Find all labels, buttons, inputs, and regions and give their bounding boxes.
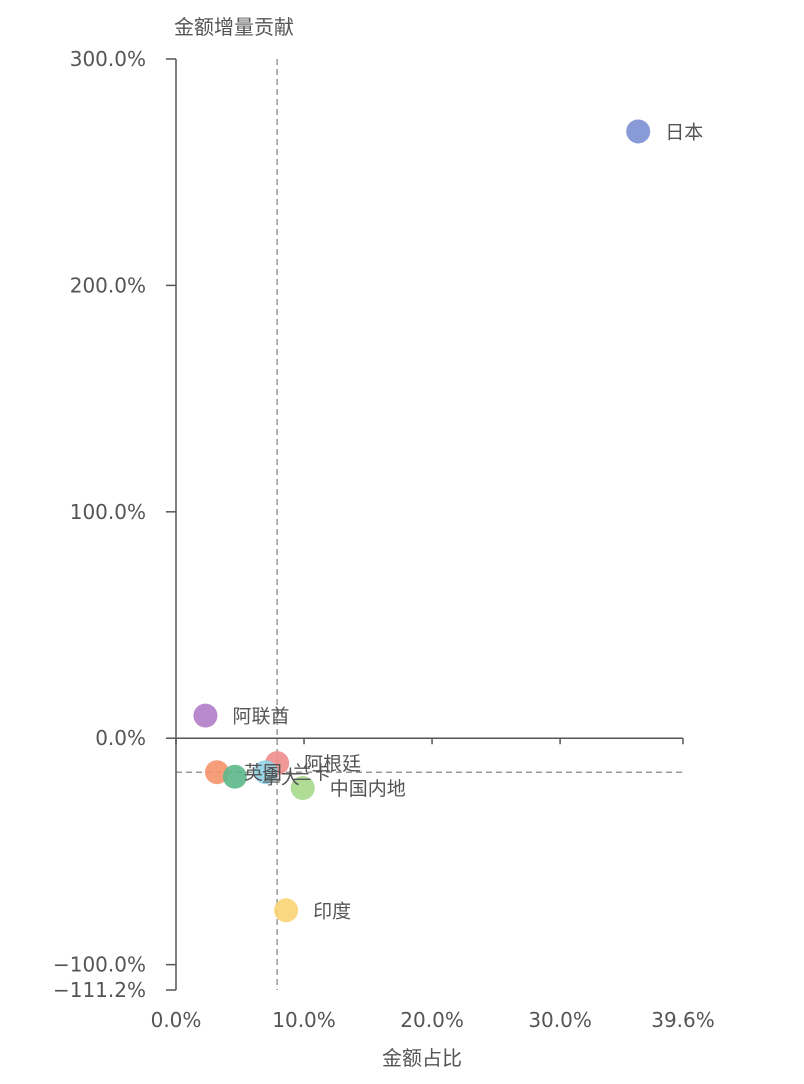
data-point[interactable] bbox=[193, 703, 218, 728]
data-point-label: 英国 bbox=[244, 762, 282, 784]
data-point-label: 印度 bbox=[313, 900, 351, 922]
y-tick-label: 0.0% bbox=[95, 726, 146, 750]
x-axis-title: 金额占比 bbox=[382, 1046, 462, 1070]
x-tick-label: 20.0% bbox=[400, 1008, 464, 1032]
data-point[interactable] bbox=[204, 760, 229, 785]
data-point-label: 兰卡 bbox=[293, 762, 331, 784]
data-point-label: 阿根廷 bbox=[304, 753, 361, 775]
y-tick-label: 200.0% bbox=[70, 273, 146, 297]
y-axis-title: 金额增量贡献 bbox=[174, 15, 294, 39]
x-tick-label: 30.0% bbox=[528, 1008, 592, 1032]
data-point[interactable] bbox=[626, 119, 651, 144]
data-point-label: 拿大 bbox=[262, 766, 300, 789]
data-point-label: 阿联酋 bbox=[232, 706, 289, 728]
y-tick-label: 100.0% bbox=[70, 500, 146, 524]
data-point[interactable] bbox=[290, 776, 315, 801]
y-tick-label: −100.0% bbox=[53, 953, 146, 977]
y-tick-label: −111.2% bbox=[53, 978, 146, 1002]
x-tick-label: 39.6% bbox=[651, 1008, 715, 1032]
data-point[interactable] bbox=[222, 764, 247, 789]
data-point[interactable] bbox=[274, 898, 299, 923]
data-point-label: 中国内地 bbox=[330, 778, 406, 800]
x-tick-label: 10.0% bbox=[272, 1008, 336, 1032]
x-tick-label: 0.0% bbox=[151, 1008, 202, 1032]
y-tick-label: 300.0% bbox=[70, 47, 146, 71]
data-point[interactable] bbox=[253, 760, 278, 785]
data-point-label: 日本 bbox=[665, 121, 703, 143]
